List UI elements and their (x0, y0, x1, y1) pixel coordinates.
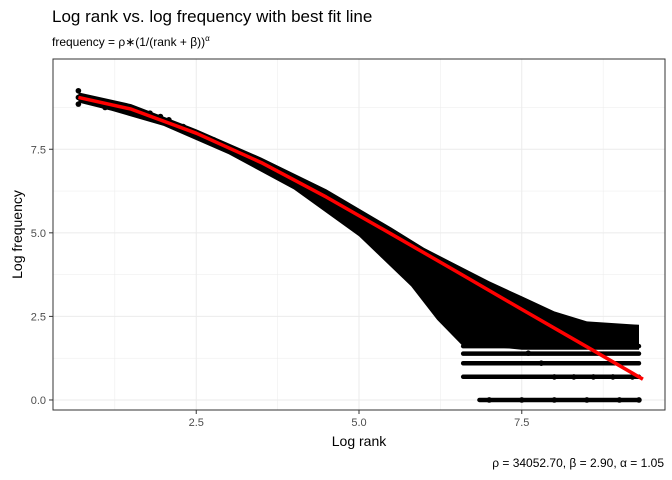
data-point (636, 397, 642, 403)
subtitle-formula: frequency = ρ∗(1/(rank + β)) (52, 35, 206, 49)
data-point (447, 290, 453, 297)
data-point (434, 279, 440, 286)
x-tick-label: 5.0 (351, 417, 366, 429)
x-axis-label: Log rank (332, 433, 387, 449)
data-point (408, 257, 414, 264)
chart-subtitle: frequency = ρ∗(1/(rank + β))α (52, 34, 210, 49)
data-point (369, 229, 375, 235)
data-point (486, 323, 493, 330)
data-point (473, 313, 479, 320)
data-point (538, 360, 545, 367)
y-tick-label: 5.0 (31, 228, 46, 240)
data-point (551, 397, 558, 403)
data-point (512, 340, 519, 346)
y-tick-label: 0.0 (31, 395, 46, 407)
data-point (102, 104, 108, 111)
chart-caption: ρ = 34052.70, β = 2.90, α = 1.05 (492, 456, 664, 470)
y-axis-label: Log frequency (9, 190, 25, 279)
data-point (551, 374, 558, 380)
data-point (584, 397, 590, 403)
data-point (75, 87, 82, 94)
data-point (571, 374, 577, 380)
y-tick-label: 7.5 (31, 144, 46, 156)
data-point (499, 331, 506, 338)
data-point (525, 350, 532, 356)
data-point (356, 220, 363, 226)
axis-ticks: 2.5 5.0 7.5 0.0 2.5 5.0 7.5 (31, 144, 530, 429)
data-point (395, 247, 401, 254)
x-tick-label: 7.5 (514, 417, 529, 429)
data-point (330, 202, 337, 209)
data-point (616, 397, 623, 403)
data-point (610, 374, 616, 380)
data-point (590, 374, 597, 380)
data-point (518, 397, 525, 403)
data-point (486, 397, 493, 403)
chart-title: Log rank vs. log frequency with best fit… (52, 7, 373, 26)
data-point (382, 237, 388, 243)
x-tick-label: 2.5 (189, 417, 204, 429)
data-point (460, 302, 466, 309)
data-point (343, 210, 349, 217)
data-point (421, 267, 427, 274)
best-fit-line-group (78, 95, 644, 381)
data-point (75, 101, 82, 107)
y-tick-label: 2.5 (31, 311, 46, 323)
best-fit-line (78, 95, 644, 381)
subtitle-exponent: α (205, 34, 210, 43)
